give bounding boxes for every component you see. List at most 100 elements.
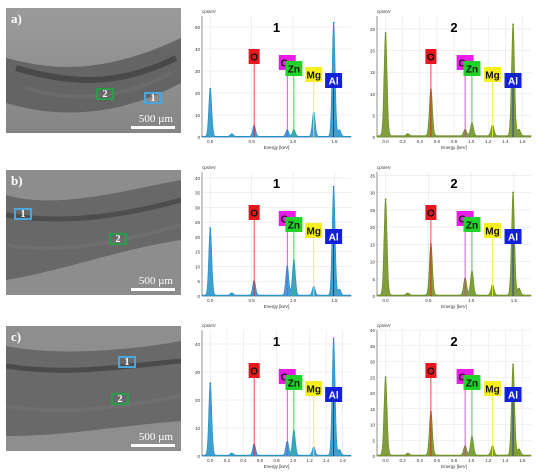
scale-bar [131, 126, 175, 129]
element-label-box [325, 229, 343, 244]
element-label: Zn [466, 65, 478, 76]
y-tick-label: 40 [370, 328, 376, 333]
element-label-box [484, 223, 501, 238]
y-tick-label: 0 [197, 454, 200, 459]
element-label: Al [508, 77, 518, 88]
x-tick-label: 0.0 [207, 139, 214, 144]
y-tick-label: 0 [372, 454, 375, 459]
x-tick-label: 0.2 [224, 458, 231, 463]
x-tick-label: 1.5 [511, 298, 518, 303]
scale-bar [131, 288, 175, 291]
y-tick-label: 5 [372, 113, 375, 118]
y-tick-label: 20 [370, 225, 376, 230]
element-label-box [248, 363, 260, 378]
element-label-box [305, 223, 323, 238]
spectrum-area [201, 21, 352, 138]
peak-point [384, 198, 387, 201]
element-label: O [427, 209, 435, 220]
y-tick-label: 10 [370, 423, 376, 428]
element-label-box [285, 217, 303, 232]
panel-label-a: a) [11, 11, 22, 26]
x-tick-label: 1.5 [331, 139, 338, 144]
y-tick-label: 30 [195, 205, 201, 210]
y-tick-label: 5 [372, 438, 375, 443]
y-tick-label: 15 [370, 242, 376, 247]
peak-point [406, 293, 409, 295]
element-label: Mg [307, 227, 321, 238]
element-label: Al [329, 391, 339, 402]
x-tick-label: 0.0 [207, 458, 214, 463]
weld-texture [6, 326, 181, 451]
panel-label-c: c) [11, 329, 22, 344]
weld-texture [6, 8, 181, 133]
chart-title: 2 [450, 334, 457, 349]
spot-marker-1: 1 [118, 356, 136, 368]
y-tick-label: 20 [370, 49, 376, 54]
spectrum-area [376, 191, 532, 297]
peak-point [230, 133, 233, 136]
element-label-box [504, 387, 522, 402]
element-label-box [305, 381, 323, 396]
peak-point [384, 32, 387, 35]
x-tick-label: 0.6 [434, 139, 441, 144]
peak-point [518, 288, 520, 291]
element-label-box [305, 67, 323, 82]
element-label: Zn [466, 379, 478, 390]
element-label: O [427, 53, 435, 64]
element-label: O [250, 367, 258, 378]
peak-point [338, 449, 341, 452]
y-tick-label: 10 [195, 426, 201, 431]
x-axis-label: Energy [keV] [441, 464, 467, 469]
scale-label: 500 µm [138, 113, 173, 125]
element-label: Zn [288, 221, 300, 232]
x-tick-label: 0.4 [240, 458, 247, 463]
x-tick-label: 1.0 [468, 458, 475, 463]
chart-title: 2 [450, 176, 457, 191]
y-tick-label: 20 [195, 91, 201, 96]
scale-bar [131, 444, 175, 447]
element-label: Zn [288, 379, 300, 390]
element-label-box [285, 61, 303, 76]
y-tick-label: 40 [195, 176, 201, 181]
y-tick-label: 5 [372, 277, 375, 282]
eds-spectrum-c-1: OCuZnMgAl0102030400.00.20.40.60.81.01.21… [195, 323, 352, 469]
x-tick-label: 1.6 [519, 458, 526, 463]
peak-point [518, 448, 520, 451]
element-label-box [463, 375, 481, 390]
weld-texture [6, 170, 181, 295]
x-tick-label: 0.8 [273, 458, 280, 463]
y-axis-label: cps/eV [202, 323, 216, 328]
y-tick-label: 10 [370, 92, 376, 97]
element-label: Mg [485, 227, 499, 238]
chart-title: 2 [450, 20, 457, 35]
spot-marker-1: 1 [14, 208, 32, 220]
element-label-box [425, 363, 437, 378]
peak-point [209, 227, 212, 229]
y-tick-label: 25 [370, 208, 376, 213]
element-label: Zn [466, 221, 478, 232]
element-label-box [425, 205, 437, 220]
element-label-box [484, 381, 501, 396]
x-tick-label: 1.0 [290, 458, 297, 463]
spectrum-area [201, 185, 352, 297]
element-label-box [325, 387, 343, 402]
y-tick-label: 30 [370, 191, 376, 196]
element-label: Al [329, 233, 339, 244]
y-axis-label: cps/eV [377, 9, 391, 14]
element-label-box [504, 229, 522, 244]
x-axis-label: Energy [keV] [264, 145, 290, 150]
y-axis-label: cps/eV [377, 323, 391, 328]
y-tick-label: 0 [197, 294, 200, 299]
x-tick-label: 0.6 [257, 458, 264, 463]
element-label: Al [329, 77, 339, 88]
eds-spectrum-b-2: OCuZnMgAl051015202530350.00.51.01.5cps/e… [370, 165, 532, 309]
x-tick-label: 1.2 [306, 458, 313, 463]
y-tick-label: 15 [370, 70, 376, 75]
y-axis-label: cps/eV [202, 9, 216, 14]
peak-point [332, 185, 335, 188]
peak-point [209, 87, 212, 90]
element-label: Zn [288, 65, 300, 76]
x-tick-label: 1.6 [340, 458, 347, 463]
y-axis-label: cps/eV [377, 165, 391, 170]
x-tick-label: 1.4 [502, 139, 509, 144]
